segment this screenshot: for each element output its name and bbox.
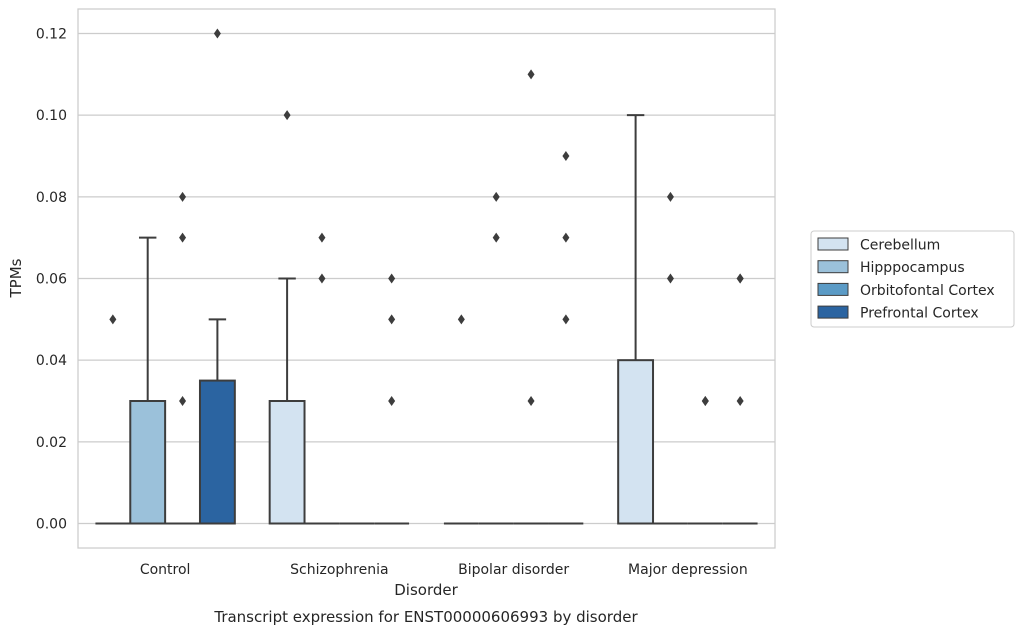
legend-label: Cerebellum	[860, 238, 940, 254]
legend-swatch	[817, 305, 849, 319]
y-tick-label: 0.08	[36, 190, 67, 206]
outlier-point	[562, 232, 570, 243]
y-axis-ticks: 0.00 0.02 0.04 0.06 0.08 0.10 0.12	[36, 27, 67, 533]
box-cerebellum-0	[95, 314, 131, 525]
outlier-point	[666, 191, 674, 202]
outlier-point	[492, 232, 500, 243]
y-axis-label: TPMs	[7, 258, 25, 298]
outlier-point	[666, 273, 674, 284]
plot-frame	[77, 8, 776, 549]
legend-frame	[810, 230, 1015, 328]
box-body	[268, 400, 306, 525]
grid-lines	[78, 32, 775, 525]
x-tick-label: Schizophrenia	[290, 562, 388, 578]
box-hipppocampus-2	[478, 191, 514, 525]
box-body	[129, 400, 167, 525]
box-cerebellum-2	[443, 314, 479, 525]
outlier-point	[701, 396, 709, 406]
outlier-point	[213, 28, 221, 39]
box-body	[617, 359, 655, 525]
outlier-point	[527, 396, 535, 406]
box-cerebellum-1	[268, 110, 306, 525]
outlier-point	[318, 273, 326, 284]
outlier-point	[562, 151, 570, 161]
x-tick-label: Major depression	[628, 562, 748, 578]
y-tick-label: 0.02	[36, 435, 67, 451]
outlier-point	[179, 232, 187, 243]
x-tick-label: Bipolar disorder	[458, 562, 569, 578]
y-tick-label: 0.00	[36, 517, 67, 533]
x-tick-label: Control	[140, 562, 191, 578]
box-hipppocampus-3	[653, 191, 688, 525]
outlier-point	[527, 69, 535, 80]
box-orbitofontal-cortex-3	[687, 396, 723, 525]
x-axis-label: Disorder	[394, 581, 458, 599]
box-prefrontal-cortex-0	[198, 28, 236, 525]
outlier-point	[457, 314, 465, 325]
outlier-point	[179, 191, 187, 202]
legend-swatch	[817, 282, 849, 296]
outlier-point	[388, 273, 396, 284]
legend-item: Hipppocampus	[817, 260, 965, 276]
outlier-point	[179, 396, 187, 406]
outlier-point	[283, 110, 291, 121]
legend-label: Hipppocampus	[860, 260, 965, 276]
box-orbitofontal-cortex-0	[165, 191, 200, 525]
box-body	[198, 379, 236, 525]
legend-swatch	[817, 260, 849, 274]
y-tick-label: 0.12	[36, 27, 67, 43]
y-tick-label: 0.04	[36, 353, 67, 369]
box-prefrontal-cortex-2	[548, 151, 584, 525]
outlier-point	[562, 314, 570, 325]
legend-item: Cerebellum	[817, 237, 940, 254]
box-hipppocampus-1	[304, 232, 340, 525]
chart-caption: Transcript expression for ENST0000060699…	[213, 608, 638, 626]
y-tick-label: 0.10	[36, 108, 67, 124]
outlier-point	[388, 396, 396, 406]
outlier-point	[492, 191, 500, 202]
plot-marks	[95, 28, 758, 525]
x-axis-ticks: Control Schizophrenia Bipolar disorder Majo…	[140, 562, 748, 578]
box-orbitofontal-cortex-2	[513, 69, 549, 525]
box-cerebellum-3	[617, 114, 655, 525]
outlier-point	[109, 314, 117, 325]
y-tick-label: 0.06	[36, 272, 67, 288]
box-prefrontal-cortex-1	[374, 273, 410, 525]
outlier-point	[736, 273, 744, 284]
outlier-point	[736, 396, 744, 406]
outlier-point	[318, 232, 326, 243]
legend-swatch	[817, 237, 849, 251]
outlier-point	[388, 314, 396, 325]
box-prefrontal-cortex-3	[722, 273, 758, 525]
legend-label: Orbitofontal Cortex	[860, 283, 995, 299]
legend-label: Prefrontal Cortex	[860, 306, 979, 322]
box-hipppocampus-0	[129, 236, 167, 525]
legend-item: Orbitofontal Cortex	[817, 282, 995, 299]
legend: Cerebellum Hipppocampus Orbitofontal Corte…	[810, 230, 1015, 328]
legend-item: Prefrontal Cortex	[817, 305, 979, 322]
